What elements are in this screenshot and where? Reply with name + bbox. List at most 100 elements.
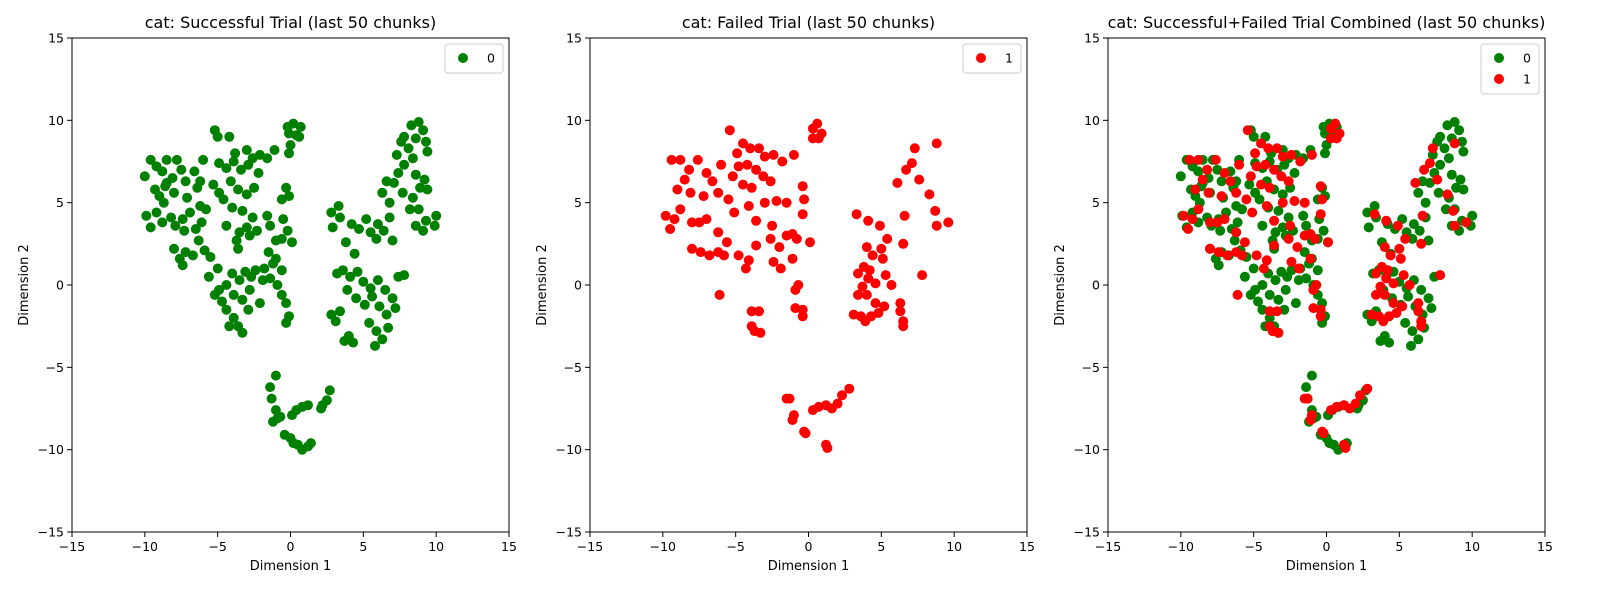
data-point — [377, 334, 388, 345]
data-point — [1178, 210, 1189, 221]
data-point — [1193, 166, 1204, 177]
x-tick-label: −10 — [1168, 539, 1194, 554]
data-point — [354, 224, 364, 234]
data-point — [359, 299, 370, 310]
data-point — [1205, 217, 1215, 228]
data-point — [214, 284, 225, 295]
data-point — [1298, 210, 1309, 221]
data-point — [1407, 233, 1418, 244]
data-point — [863, 215, 874, 226]
data-point — [740, 263, 751, 274]
data-point — [241, 189, 252, 200]
data-point — [1305, 253, 1316, 264]
data-point — [1295, 156, 1306, 167]
data-point — [1458, 184, 1469, 195]
data-point — [193, 235, 204, 246]
data-point — [413, 117, 424, 127]
data-point — [177, 214, 188, 225]
data-point — [345, 271, 356, 282]
data-point — [771, 196, 782, 206]
data-point — [361, 214, 372, 225]
data-point — [370, 340, 380, 351]
data-point — [1427, 143, 1438, 154]
data-point — [1404, 280, 1415, 290]
data-point — [1213, 247, 1224, 258]
data-point — [1202, 164, 1213, 175]
data-point — [372, 219, 383, 230]
x-tick-label: 0 — [1323, 539, 1331, 554]
data-point — [217, 296, 227, 307]
data-point — [864, 265, 875, 276]
data-point — [1247, 207, 1258, 218]
data-point — [1299, 247, 1310, 258]
y-tick-label: 5 — [574, 195, 582, 210]
data-point — [253, 168, 264, 178]
data-point — [813, 133, 824, 144]
data-point — [243, 304, 254, 315]
data-point — [410, 133, 421, 144]
data-point — [1286, 149, 1297, 160]
y-tick-label: −5 — [564, 360, 582, 375]
data-point — [1413, 306, 1424, 317]
data-point — [1400, 317, 1411, 328]
data-point — [1216, 176, 1227, 187]
data-point — [295, 121, 306, 132]
data-point — [1282, 271, 1293, 282]
data-point — [1417, 210, 1428, 221]
data-point — [161, 154, 172, 165]
data-point — [421, 215, 431, 226]
data-point — [372, 275, 383, 286]
data-point — [418, 225, 429, 236]
x-tick-label: 10 — [428, 539, 444, 554]
data-point — [687, 217, 697, 228]
data-point — [1426, 303, 1437, 314]
data-point — [1442, 189, 1453, 200]
data-point — [1264, 289, 1275, 300]
data-point — [861, 289, 872, 300]
data-point — [719, 250, 729, 261]
y-tick-label: −15 — [1074, 525, 1100, 540]
data-point — [1231, 201, 1242, 211]
data-point — [365, 283, 376, 294]
data-point — [1175, 171, 1186, 182]
data-point — [1454, 125, 1465, 136]
data-point — [391, 149, 402, 160]
data-point — [895, 306, 906, 317]
data-point — [704, 250, 715, 261]
data-point — [1392, 220, 1403, 231]
data-point — [1264, 182, 1275, 193]
data-point — [154, 191, 165, 202]
data-point — [870, 278, 881, 289]
x-tick-label: −15 — [1095, 539, 1121, 554]
legend-marker — [458, 53, 468, 63]
data-point — [1253, 296, 1263, 307]
data-point — [246, 271, 257, 282]
data-point — [1222, 250, 1233, 261]
data-point — [1355, 390, 1365, 401]
data-point — [1260, 159, 1271, 170]
data-point — [1225, 176, 1236, 187]
data-point — [1330, 118, 1341, 129]
y-tick-label: −5 — [1082, 360, 1100, 375]
data-point — [729, 207, 740, 218]
data-point — [1299, 197, 1310, 208]
data-point — [333, 201, 344, 211]
data-point — [429, 220, 440, 231]
data-point — [422, 146, 433, 157]
data-point — [1219, 214, 1230, 225]
data-point — [397, 187, 408, 198]
data-point — [195, 201, 206, 211]
data-point — [139, 171, 150, 182]
data-point — [268, 416, 278, 427]
data-point — [214, 187, 225, 198]
data-point — [805, 237, 815, 248]
data-point — [901, 164, 912, 175]
data-point — [157, 217, 168, 228]
data-point — [1443, 153, 1454, 164]
data-point — [276, 289, 287, 300]
data-point — [205, 252, 216, 262]
data-point — [1448, 205, 1459, 216]
y-tick-label: 0 — [1092, 278, 1100, 293]
data-point — [365, 227, 376, 238]
data-point — [228, 156, 239, 167]
